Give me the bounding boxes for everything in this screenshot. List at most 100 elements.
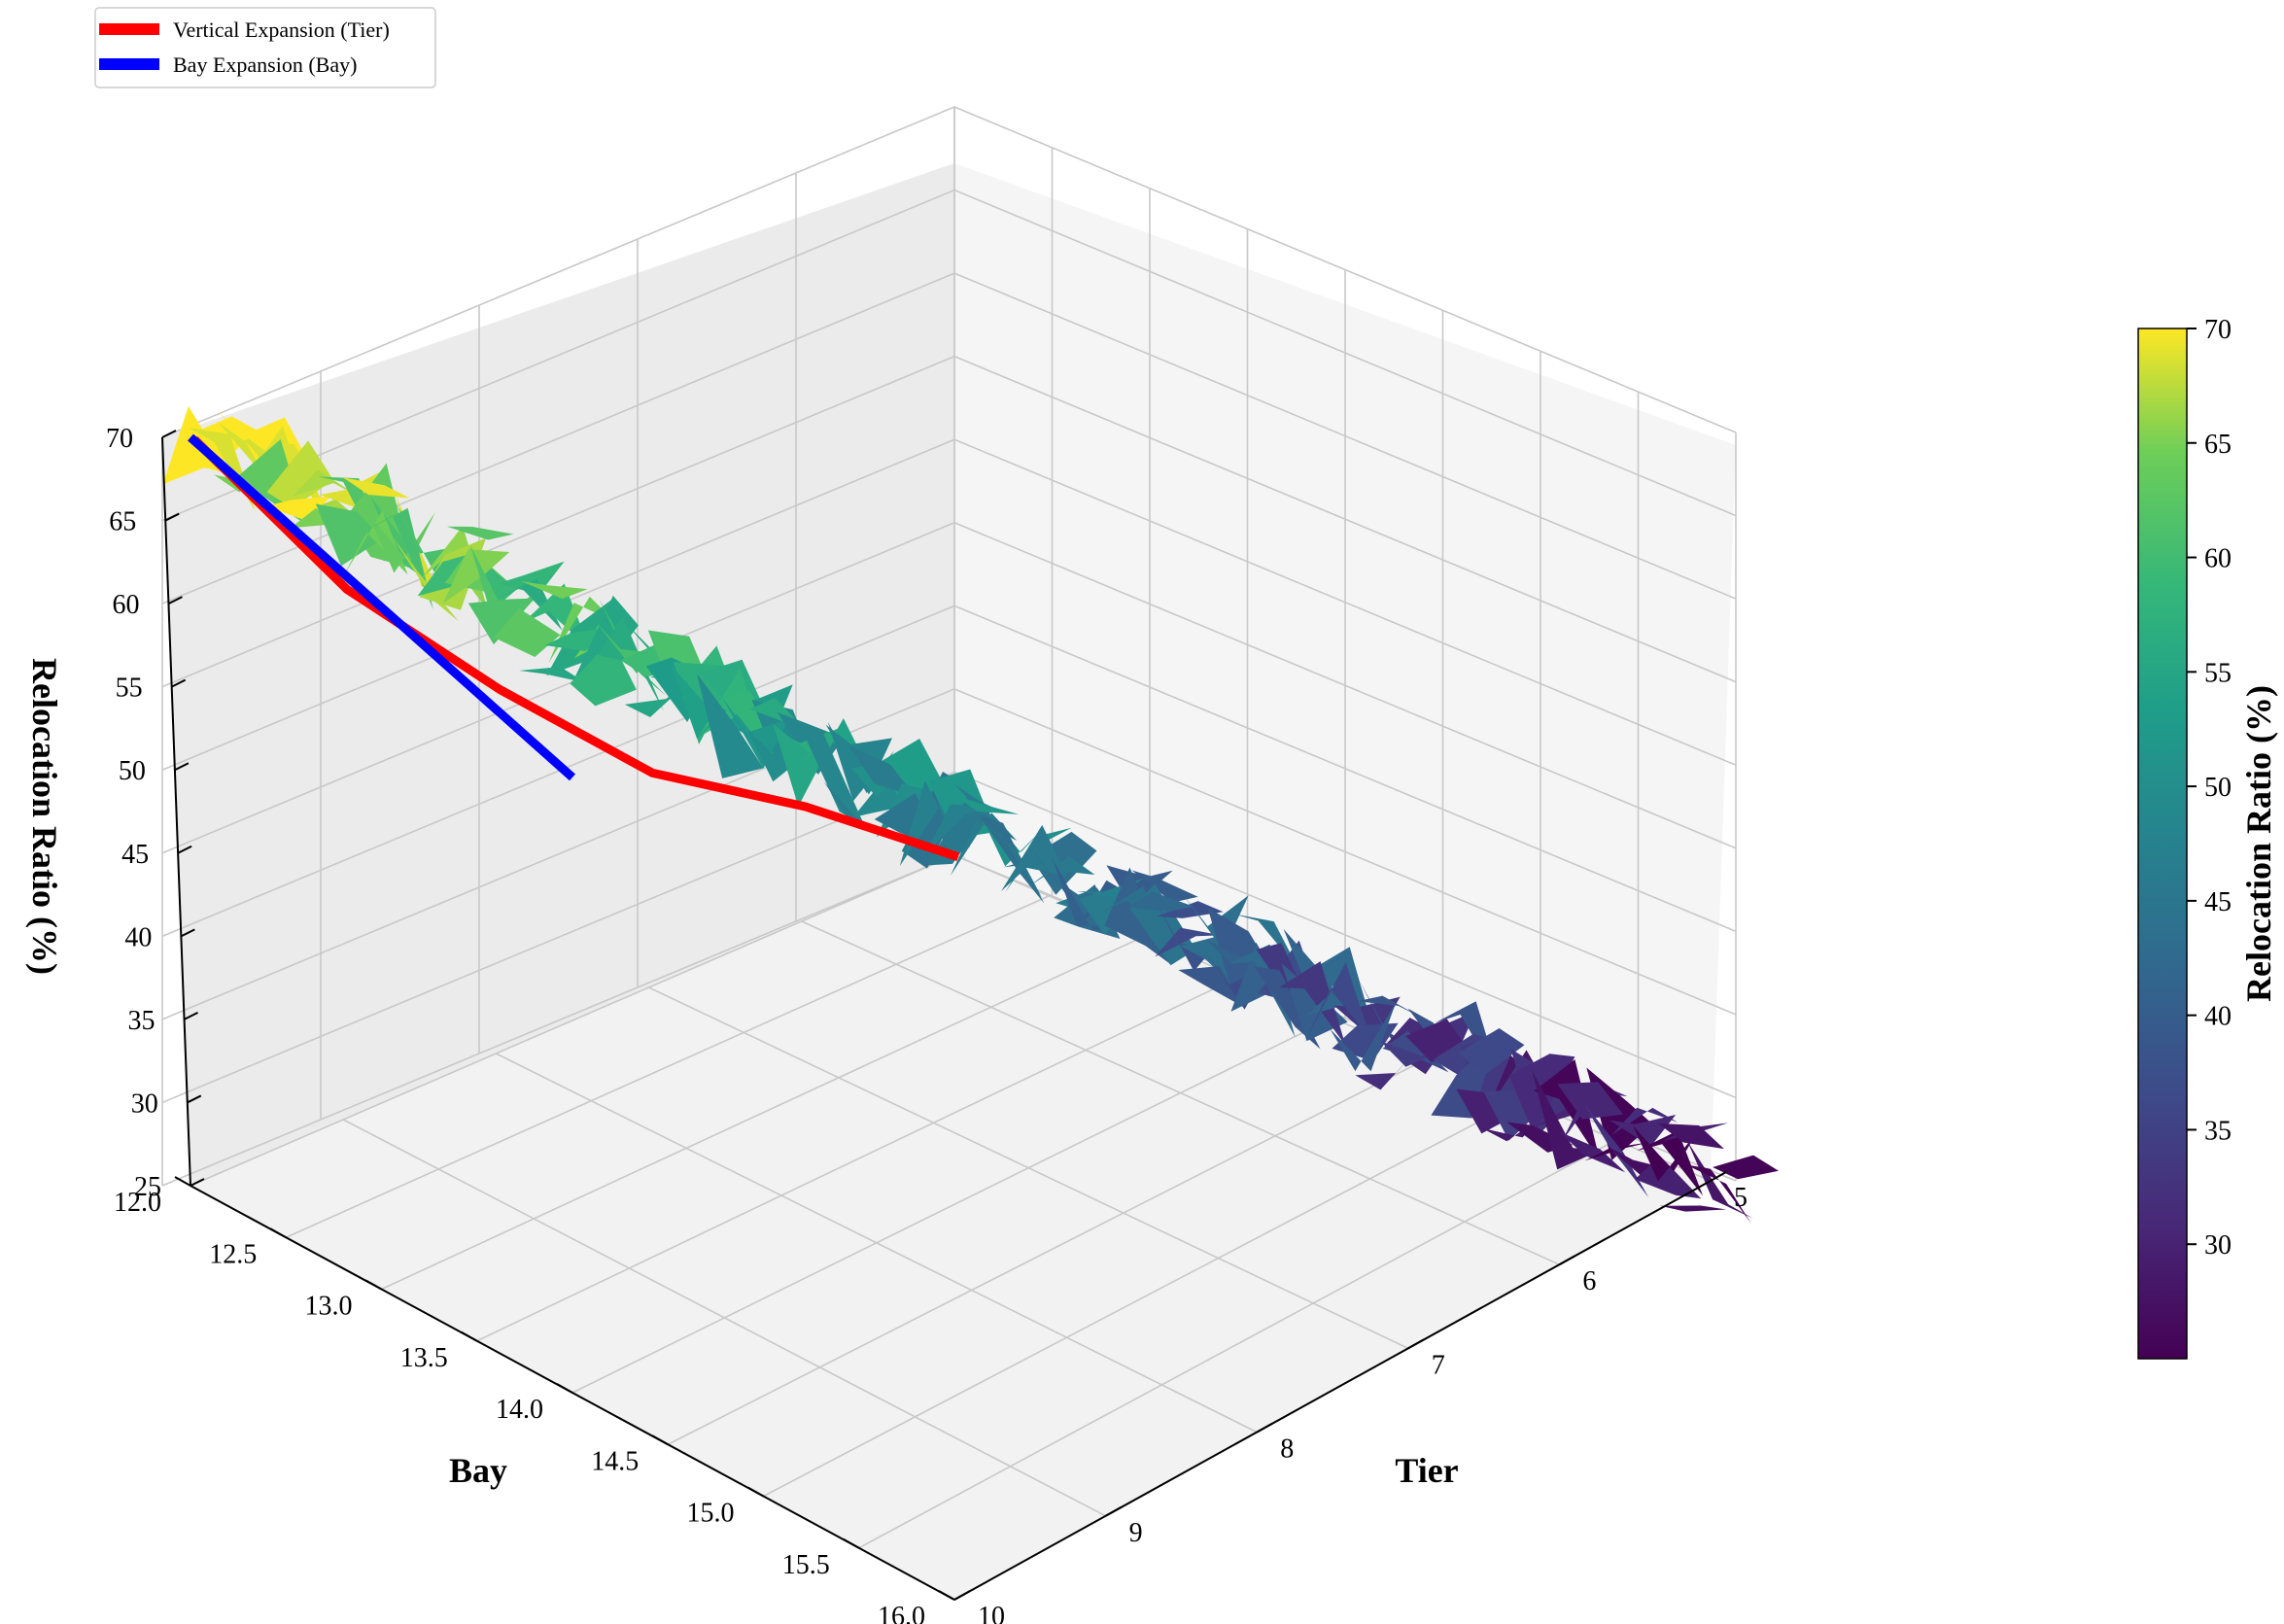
surface-facet: [496, 578, 563, 631]
z-tick-mark: [180, 928, 195, 938]
surface-facet: [1180, 935, 1247, 999]
surface-facet: [1178, 966, 1245, 1008]
legend-label-bay: Bay Expansion (Bay): [173, 52, 357, 77]
x-tick-mark: [556, 1383, 573, 1394]
wall-grid-z: [161, 189, 1737, 522]
surface-facet: [1232, 914, 1299, 971]
surface-facet: [366, 507, 433, 609]
floor-grid-x: [285, 895, 1050, 1238]
legend-swatch-tier: [99, 23, 159, 35]
surface-facet: [1279, 961, 1346, 1047]
floor-grid-x: [190, 854, 955, 1187]
surface-facet: [1532, 1070, 1599, 1170]
x-tick-label: 15.0: [687, 1499, 735, 1529]
surface-facet: [1330, 1001, 1397, 1072]
y-tick-label: 5: [1734, 1183, 1748, 1213]
x-tick-label: 12.0: [114, 1188, 161, 1218]
surface-facet: [697, 674, 764, 778]
wall-grid-z: [161, 272, 1737, 605]
legend-box: [94, 7, 436, 88]
z-tick-mark: [167, 596, 183, 605]
surface-facet: [1458, 1027, 1525, 1076]
z-tick-label: 60: [112, 590, 139, 620]
surface-facet: [1687, 1141, 1754, 1219]
z-tick-mark: [184, 1011, 199, 1020]
z-tick-label: 55: [116, 674, 143, 704]
surface-facet: [1304, 962, 1371, 1043]
x-tick-label: 16.0: [878, 1602, 925, 1624]
surface-facet: [747, 730, 814, 782]
wall-grid-z: [161, 605, 1737, 938]
floor-grid-x: [381, 936, 1144, 1291]
wall-grid-z: [161, 771, 1737, 1104]
surface-facet: [493, 608, 561, 657]
surface-facet: [1077, 878, 1144, 898]
surface-facet: [1106, 865, 1173, 907]
y-tick-label: 10: [978, 1602, 1005, 1624]
axes: 12.0 12.5 13.0 13.5 14.0 14.5 15.0 15.5 16.0 5 6 7 8…: [106, 424, 1748, 1624]
x-tick-label: 14.0: [496, 1395, 543, 1425]
surface-facet: [597, 616, 665, 711]
surface-facet: [848, 745, 916, 797]
surface-facet: [446, 526, 514, 540]
colorbar-tick-label: 60: [2204, 544, 2232, 574]
floor-grid-y: [342, 1119, 1106, 1517]
y-axis-label: Tier: [1395, 1451, 1458, 1490]
surface-facet: [315, 503, 383, 567]
colorbar-tick-label: 65: [2204, 430, 2232, 460]
surface-facet: [498, 561, 565, 595]
surface-facet: [1481, 1113, 1548, 1142]
surface-facet: [264, 496, 332, 521]
wall-grid-z: [161, 438, 1737, 771]
surface-facet: [924, 804, 992, 855]
surface-facet: [1127, 891, 1194, 912]
colorbar-tick-label: 50: [2204, 773, 2232, 803]
surface-plot: [162, 405, 1780, 1225]
colorbar-tick-label: 35: [2204, 1116, 2232, 1146]
floor-grid-y: [801, 920, 1560, 1265]
surface-facet: [1534, 1059, 1601, 1161]
z-tick-mark: [177, 845, 192, 854]
surface-facet: [188, 427, 256, 511]
wall-grid-z: [161, 688, 1737, 1020]
surface-facet: [899, 780, 967, 867]
y-tick-mark: [1105, 1505, 1123, 1517]
surface-facet: [1155, 927, 1222, 957]
surface-facet: [671, 665, 739, 740]
z-tick-mark: [187, 1094, 202, 1104]
floor-grid-x: [476, 976, 1239, 1342]
surface-facet: [1660, 1205, 1727, 1212]
surface-facet: [1609, 1114, 1677, 1147]
x-axis-label: Bay: [449, 1451, 507, 1490]
legend-label-tier: Vertical Expansion (Tier): [173, 17, 390, 42]
wall-grid-z: [161, 106, 1737, 438]
z-tick-label: 25: [134, 1172, 161, 1202]
x-tick-mark: [174, 1176, 191, 1187]
surface-facet: [292, 469, 360, 497]
x-tick-mark: [365, 1279, 382, 1291]
y-tick-mark: [1710, 1171, 1727, 1182]
y-tick-mark: [1256, 1422, 1273, 1434]
x-tick-mark: [461, 1330, 478, 1342]
x-tick-mark: [269, 1227, 287, 1239]
y-axis-line: [953, 1180, 1712, 1601]
floor-grid-x: [858, 1139, 1617, 1549]
surface-facet: [1131, 870, 1198, 903]
surface-facet: [978, 813, 1045, 904]
x-tick-mark: [843, 1538, 860, 1549]
y-tick-label: 8: [1280, 1434, 1294, 1465]
surface-facet: [1382, 1030, 1449, 1073]
surface-facet: [442, 549, 510, 604]
z-tick-mark: [174, 762, 190, 772]
surface-facet: [519, 667, 586, 683]
floor-grid-y: [648, 986, 1409, 1350]
surface-facet: [827, 721, 895, 802]
surface-facet: [521, 581, 588, 600]
colorbar: 30 35 40 45 50 55 60 65 70 Relocation Ratio (%): [2137, 315, 2278, 1360]
wall-grid-z: [161, 521, 1737, 854]
z-tick-label: 45: [121, 840, 149, 870]
panes: [162, 163, 1736, 1600]
colorbar-tick-label: 70: [2204, 315, 2232, 345]
colorbar-gradient: [2137, 328, 2188, 1360]
